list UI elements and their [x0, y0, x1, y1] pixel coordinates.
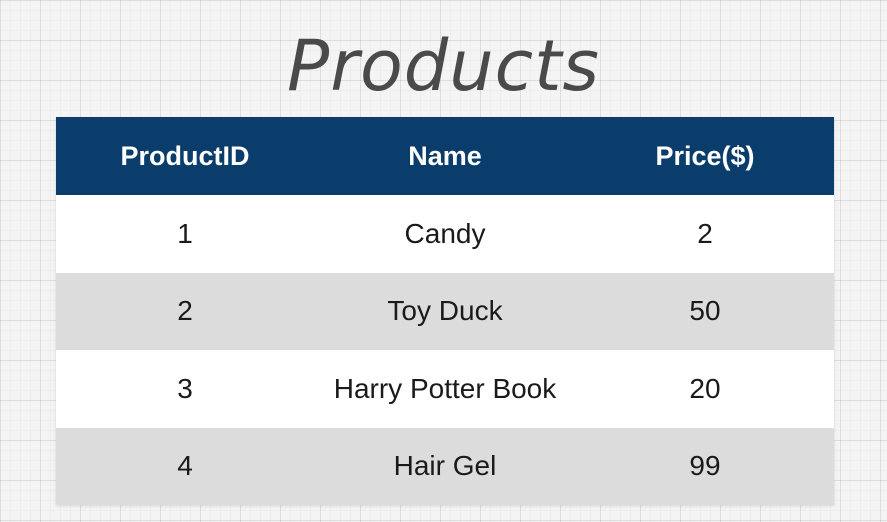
cell-product-price: 50 [689, 295, 721, 327]
cell-product-name: Candy [404, 217, 486, 249]
cell-product-id: 1 [177, 217, 193, 249]
products-table: ProductID Name Price($) 1 Candy 2 2 Toy … [56, 117, 834, 505]
column-header-price: Price($) [655, 140, 755, 171]
table-row: 2 Toy Duck 50 [56, 272, 834, 350]
cell-product-id: 3 [177, 372, 193, 404]
column-header-name: Name [408, 140, 482, 171]
cell-product-name: Hair Gel [393, 450, 497, 482]
table-row: 3 Harry Potter Book 20 [56, 350, 834, 428]
cell-product-name: Toy Duck [387, 295, 503, 327]
cell-product-price: 20 [689, 372, 721, 404]
column-header-productid: ProductID [120, 140, 250, 171]
cell-product-price: 99 [689, 450, 721, 482]
cell-product-name: Harry Potter Book [333, 372, 557, 404]
cell-product-price: 2 [697, 217, 713, 249]
page-title: Products [286, 25, 601, 107]
table-header-row: ProductID Name Price($) [56, 117, 834, 195]
cell-product-id: 4 [177, 450, 193, 482]
table-row: 1 Candy 2 [56, 195, 834, 273]
cell-product-id: 2 [177, 295, 193, 327]
table-row: 4 Hair Gel 99 [56, 427, 834, 505]
